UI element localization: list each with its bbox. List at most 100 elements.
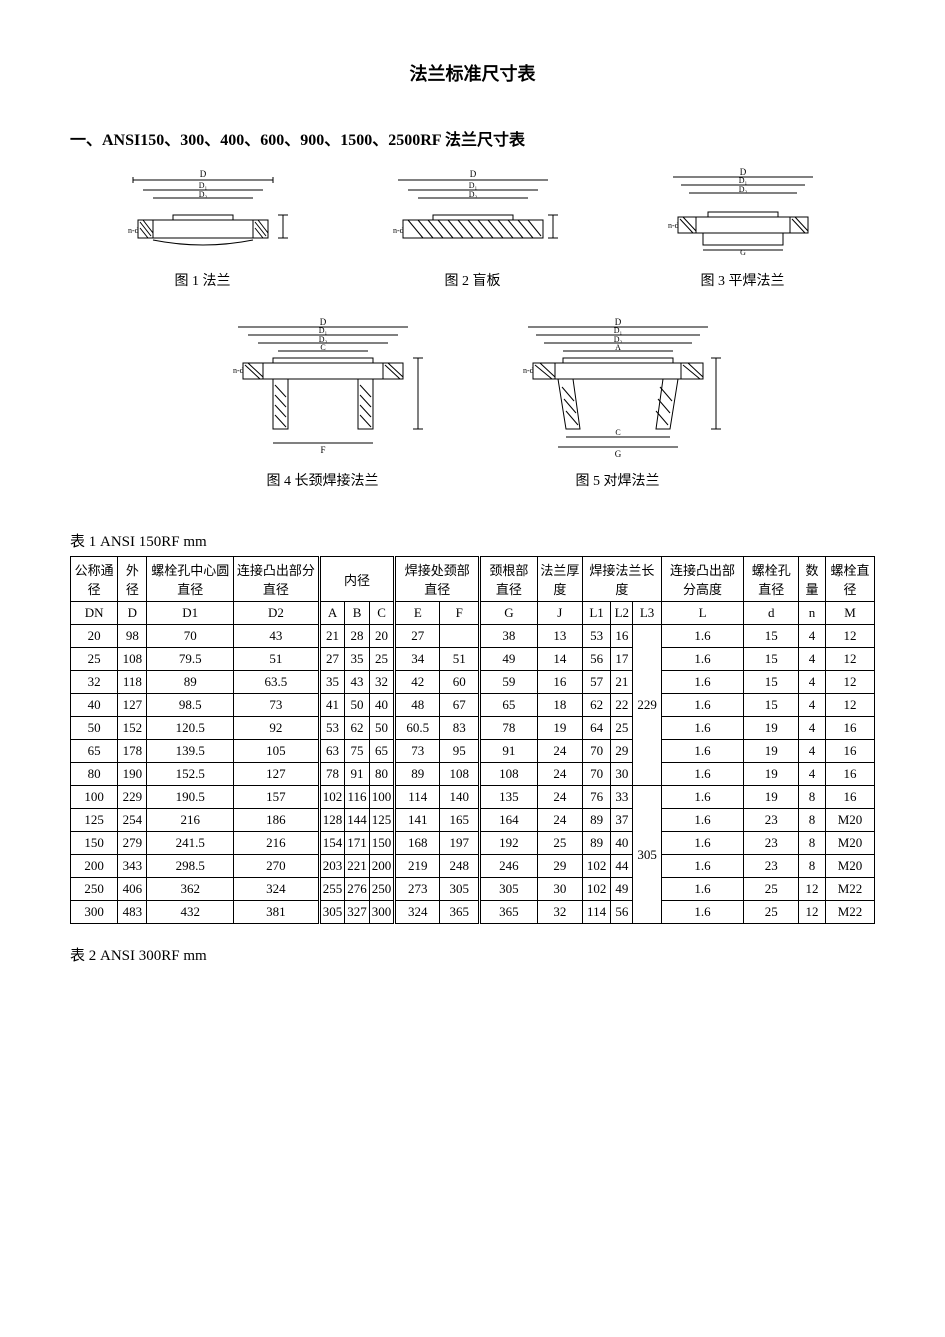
table-cell: 13 xyxy=(537,625,582,648)
table-cell: 192 xyxy=(480,832,537,855)
th-raised-height: 连接凸出部分高度 xyxy=(661,557,744,602)
table-cell: 40 xyxy=(369,694,395,717)
table-cell: M22 xyxy=(826,901,875,924)
table-cell: 65 xyxy=(71,740,118,763)
table-cell: 241.5 xyxy=(147,832,234,855)
table-cell: 23 xyxy=(744,855,798,878)
table-cell: 1.6 xyxy=(661,901,744,924)
table-cell: 60.5 xyxy=(395,717,440,740)
table-cell: 63.5 xyxy=(234,671,320,694)
table-cell: 19 xyxy=(744,717,798,740)
section-heading: 一、ANSI150、300、400、600、900、1500、2500RF 法兰… xyxy=(70,126,875,150)
table-cell: 127 xyxy=(118,694,147,717)
table-cell: 4 xyxy=(798,694,825,717)
table-cell: 24 xyxy=(537,763,582,786)
figure-2: D D₁ D₂ n-d 图 2 盲板 xyxy=(378,165,568,290)
th2-dd: d xyxy=(744,602,798,625)
table-cell: 248 xyxy=(440,855,480,878)
table-cell: 4 xyxy=(798,717,825,740)
table-cell: 327 xyxy=(345,901,370,924)
svg-text:D: D xyxy=(199,169,206,179)
table-cell: 79.5 xyxy=(147,648,234,671)
table-cell: 190.5 xyxy=(147,786,234,809)
table-cell xyxy=(440,625,480,648)
table-cell: 140 xyxy=(440,786,480,809)
table-row: 4012798.5734150404867651862221.615412 xyxy=(71,694,875,717)
table-cell: 56 xyxy=(611,901,633,924)
table-cell: 25 xyxy=(744,901,798,924)
table-cell: 40 xyxy=(611,832,633,855)
table-cell: 406 xyxy=(118,878,147,901)
table-cell: 98.5 xyxy=(147,694,234,717)
table-cell: 35 xyxy=(319,671,345,694)
table-cell: 305 xyxy=(480,878,537,901)
figure-1: D D₁ D₂ n-d 图 1 法兰 xyxy=(113,165,293,290)
table-cell: 70 xyxy=(583,740,611,763)
table-cell: 128 xyxy=(319,809,345,832)
table-cell: 324 xyxy=(234,878,320,901)
table-cell: 28 xyxy=(345,625,370,648)
table1-caption: 表 1 ANSI 150RF mm xyxy=(70,530,875,551)
table-cell: 200 xyxy=(369,855,395,878)
th-thickness: 法兰厚度 xyxy=(537,557,582,602)
figure-3-caption: 图 3 平焊法兰 xyxy=(653,270,833,290)
table-cell: M20 xyxy=(826,832,875,855)
table-cell: 64 xyxy=(583,717,611,740)
weld-neck-flange-diagram-icon: D D₁ D₂ A n-d C G xyxy=(508,315,728,465)
table-cell: 108 xyxy=(440,763,480,786)
table-cell: 51 xyxy=(234,648,320,671)
table-cell: 365 xyxy=(480,901,537,924)
th2-d2: D2 xyxy=(234,602,320,625)
table-cell: 16 xyxy=(826,717,875,740)
table-cell: 78 xyxy=(480,717,537,740)
th-bolt-dia: 螺栓直径 xyxy=(826,557,875,602)
table-cell: 53 xyxy=(319,717,345,740)
table-row: 100229190.515710211610011414013524763330… xyxy=(71,786,875,809)
table-cell: 1.6 xyxy=(661,786,744,809)
table-cell: 1.6 xyxy=(661,832,744,855)
table-cell: 12 xyxy=(826,671,875,694)
figure-1-caption: 图 1 法兰 xyxy=(113,270,293,290)
table-cell: 32 xyxy=(369,671,395,694)
table-row: 2098704321282027381353162291.615412 xyxy=(71,625,875,648)
table-cell: 92 xyxy=(234,717,320,740)
table-row: 25040636232425527625027330530530102491.6… xyxy=(71,878,875,901)
th2-m: M xyxy=(826,602,875,625)
th2-b: B xyxy=(345,602,370,625)
table-cell: 50 xyxy=(369,717,395,740)
table-cell: 51 xyxy=(440,648,480,671)
table-cell: 298.5 xyxy=(147,855,234,878)
table-cell: 12 xyxy=(826,648,875,671)
table-cell: 43 xyxy=(234,625,320,648)
th2-e: E xyxy=(395,602,440,625)
table-cell: 49 xyxy=(611,878,633,901)
table-cell: 91 xyxy=(480,740,537,763)
table-cell: 203 xyxy=(319,855,345,878)
th-d1: 螺栓孔中心圆直径 xyxy=(147,557,234,602)
svg-text:D₁: D₁ xyxy=(613,326,622,335)
table-cell: 70 xyxy=(583,763,611,786)
table-cell: 118 xyxy=(118,671,147,694)
table-cell: 15 xyxy=(744,694,798,717)
th-length: 焊接法兰长度 xyxy=(583,557,662,602)
table-cell: 1.6 xyxy=(661,648,744,671)
table-cell: 43 xyxy=(345,671,370,694)
table-cell: 37 xyxy=(611,809,633,832)
table-cell: 73 xyxy=(395,740,440,763)
table-cell: 12 xyxy=(826,625,875,648)
table-cell: 221 xyxy=(345,855,370,878)
table-cell: 255 xyxy=(319,878,345,901)
th2-c: C xyxy=(369,602,395,625)
table-cell: 12 xyxy=(826,694,875,717)
figure-5: D D₁ D₂ A n-d C G xyxy=(508,315,728,490)
table-cell: 65 xyxy=(480,694,537,717)
table-cell: 125 xyxy=(369,809,395,832)
table-cell: 114 xyxy=(395,786,440,809)
table-cell: 15 xyxy=(744,625,798,648)
table-cell: 8 xyxy=(798,855,825,878)
table-row: 30048343238130532730032436536532114561.6… xyxy=(71,901,875,924)
table-cell: 4 xyxy=(798,625,825,648)
table-cell: 53 xyxy=(583,625,611,648)
table-cell: 305 xyxy=(440,878,480,901)
figure-4-caption: 图 4 长颈焊接法兰 xyxy=(218,470,428,490)
